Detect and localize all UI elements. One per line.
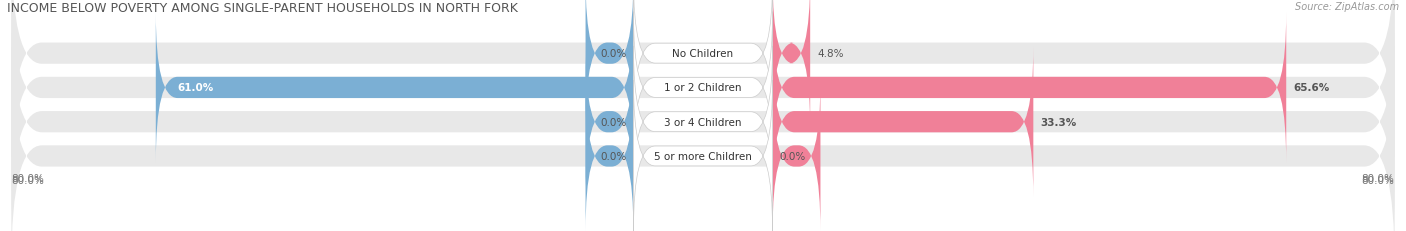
FancyBboxPatch shape: [585, 82, 633, 231]
Text: 65.6%: 65.6%: [1294, 83, 1330, 93]
FancyBboxPatch shape: [585, 47, 633, 197]
FancyBboxPatch shape: [11, 47, 1395, 231]
Text: 80.0%: 80.0%: [1362, 173, 1395, 183]
Text: 4.8%: 4.8%: [817, 49, 844, 59]
Text: 80.0%: 80.0%: [11, 175, 44, 185]
Text: INCOME BELOW POVERTY AMONG SINGLE-PARENT HOUSEHOLDS IN NORTH FORK: INCOME BELOW POVERTY AMONG SINGLE-PARENT…: [7, 2, 517, 15]
FancyBboxPatch shape: [773, 82, 821, 231]
Text: 5 or more Children: 5 or more Children: [654, 151, 752, 161]
Text: Source: ZipAtlas.com: Source: ZipAtlas.com: [1295, 2, 1399, 12]
FancyBboxPatch shape: [773, 0, 810, 129]
FancyBboxPatch shape: [633, 0, 773, 129]
Text: 80.0%: 80.0%: [1362, 175, 1395, 185]
FancyBboxPatch shape: [773, 13, 1286, 163]
FancyBboxPatch shape: [585, 0, 633, 129]
Text: 0.0%: 0.0%: [600, 117, 627, 127]
Text: 33.3%: 33.3%: [1040, 117, 1077, 127]
FancyBboxPatch shape: [11, 0, 1395, 197]
FancyBboxPatch shape: [11, 13, 1395, 231]
FancyBboxPatch shape: [633, 81, 773, 231]
Text: 80.0%: 80.0%: [11, 173, 44, 183]
FancyBboxPatch shape: [773, 47, 1033, 197]
Text: 0.0%: 0.0%: [779, 151, 806, 161]
FancyBboxPatch shape: [11, 0, 1395, 163]
Text: No Children: No Children: [672, 49, 734, 59]
FancyBboxPatch shape: [633, 13, 773, 164]
Text: 1 or 2 Children: 1 or 2 Children: [664, 83, 742, 93]
Text: 0.0%: 0.0%: [600, 49, 627, 59]
FancyBboxPatch shape: [633, 47, 773, 198]
Text: 0.0%: 0.0%: [600, 151, 627, 161]
Text: 61.0%: 61.0%: [177, 83, 214, 93]
Text: 3 or 4 Children: 3 or 4 Children: [664, 117, 742, 127]
FancyBboxPatch shape: [156, 13, 633, 163]
